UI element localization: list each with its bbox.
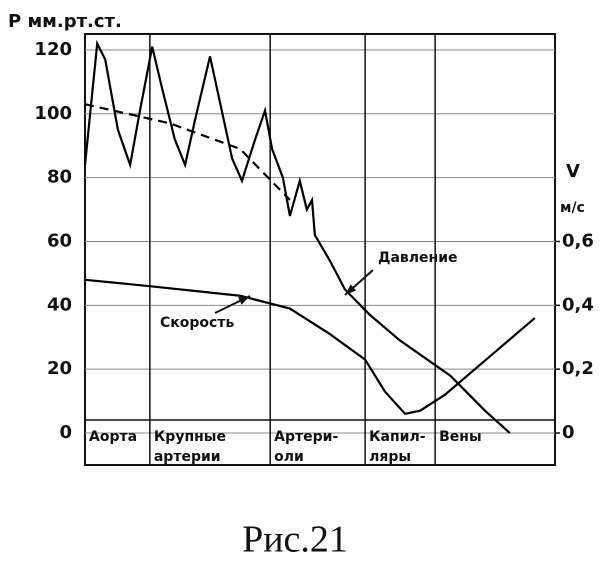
region-label: Капил- xyxy=(369,429,426,445)
data-line xyxy=(83,39,511,434)
region-label: артерии xyxy=(154,449,221,465)
y-tick-label: 100 xyxy=(34,103,72,124)
region-label: Аорта xyxy=(89,429,137,445)
region-label: ляры xyxy=(369,449,411,465)
y-tick-label: 0 xyxy=(59,422,72,443)
y2-axis-label: V xyxy=(566,161,580,182)
y2-tick-label: 0,6 xyxy=(562,230,594,251)
y2-tick-label: 0,4 xyxy=(562,294,594,315)
region-label: Артери- xyxy=(274,429,338,445)
y-tick-label: 40 xyxy=(47,294,72,315)
y2-tick-label: 0 xyxy=(562,422,575,443)
series-annotation: Скорость xyxy=(160,315,234,331)
series-annotation: Давление xyxy=(378,250,458,266)
y2-tick-label: 0,2 xyxy=(562,358,594,379)
data-line xyxy=(84,103,291,201)
chart-title: Рис.21 xyxy=(242,519,348,561)
y-axis-label: P мм.рт.ст. xyxy=(8,11,122,32)
data-line xyxy=(84,278,536,416)
y-tick-label: 80 xyxy=(47,167,72,188)
arrow-head xyxy=(345,284,357,295)
region-label: оли xyxy=(274,449,304,465)
plot-frame xyxy=(84,33,556,466)
arrow-head xyxy=(238,296,250,305)
y-tick-label: 120 xyxy=(34,39,72,60)
region-label: Вены xyxy=(439,429,482,445)
y-tick-label: 60 xyxy=(47,230,72,251)
y2-axis-unit: м/с xyxy=(560,200,585,216)
region-label: Крупные xyxy=(154,429,226,445)
y-tick-label: 20 xyxy=(47,358,72,379)
